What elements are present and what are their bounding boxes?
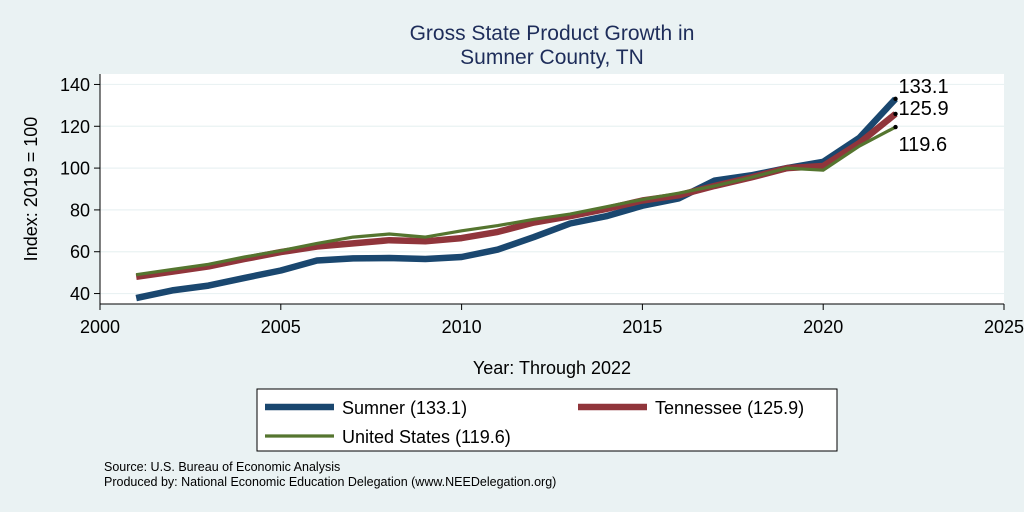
x-tick-label: 2000	[80, 317, 120, 337]
x-tick-label: 2015	[622, 317, 662, 337]
end-value-label: 119.6	[899, 134, 948, 156]
x-tick-label: 2010	[442, 317, 482, 337]
x-tick-label: 2020	[803, 317, 843, 337]
legend-label: United States (119.6)	[342, 427, 511, 447]
y-axis-label: Index: 2019 = 100	[21, 117, 41, 262]
y-tick-label: 140	[60, 75, 90, 95]
legend-label: Tennessee (125.9)	[655, 398, 804, 418]
legend	[256, 388, 838, 452]
x-tick-label: 2025	[984, 317, 1024, 337]
legend-label: Sumner (133.1)	[342, 398, 467, 418]
chart-title: Sumner County, TN	[460, 46, 644, 69]
chart-title: Gross State Product Growth in	[410, 22, 695, 45]
source-line: Source: U.S. Bureau of Economic Analysis	[104, 460, 341, 474]
y-tick-label: 120	[60, 117, 90, 137]
series-line	[135, 125, 897, 277]
y-tick-label: 80	[70, 200, 90, 220]
y-tick-label: 100	[60, 159, 90, 179]
end-value-label: 125.9	[899, 98, 949, 120]
end-point-marker	[893, 111, 898, 117]
end-point-marker	[893, 96, 898, 102]
plot-area	[100, 74, 1004, 304]
x-axis-label: Year: Through 2022	[473, 358, 631, 378]
source-note: Source: U.S. Bureau of Economic Analysis…	[104, 460, 556, 490]
x-tick-label: 2005	[261, 317, 301, 337]
y-tick-label: 60	[70, 242, 90, 262]
producer-line: Produced by: National Economic Education…	[104, 475, 557, 489]
end-point-marker	[893, 124, 898, 130]
end-value-label: 133.1	[899, 76, 949, 98]
y-tick-label: 40	[70, 284, 90, 304]
